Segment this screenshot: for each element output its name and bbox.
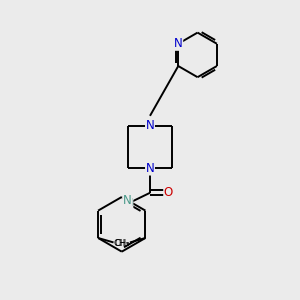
Text: N: N: [146, 119, 154, 132]
Text: CH₃: CH₃: [114, 239, 129, 248]
Text: N: N: [174, 37, 183, 50]
Text: N: N: [123, 194, 131, 207]
Text: H: H: [124, 198, 133, 208]
Text: CH₃: CH₃: [114, 239, 130, 248]
Text: N: N: [146, 162, 154, 175]
Text: O: O: [164, 186, 173, 199]
